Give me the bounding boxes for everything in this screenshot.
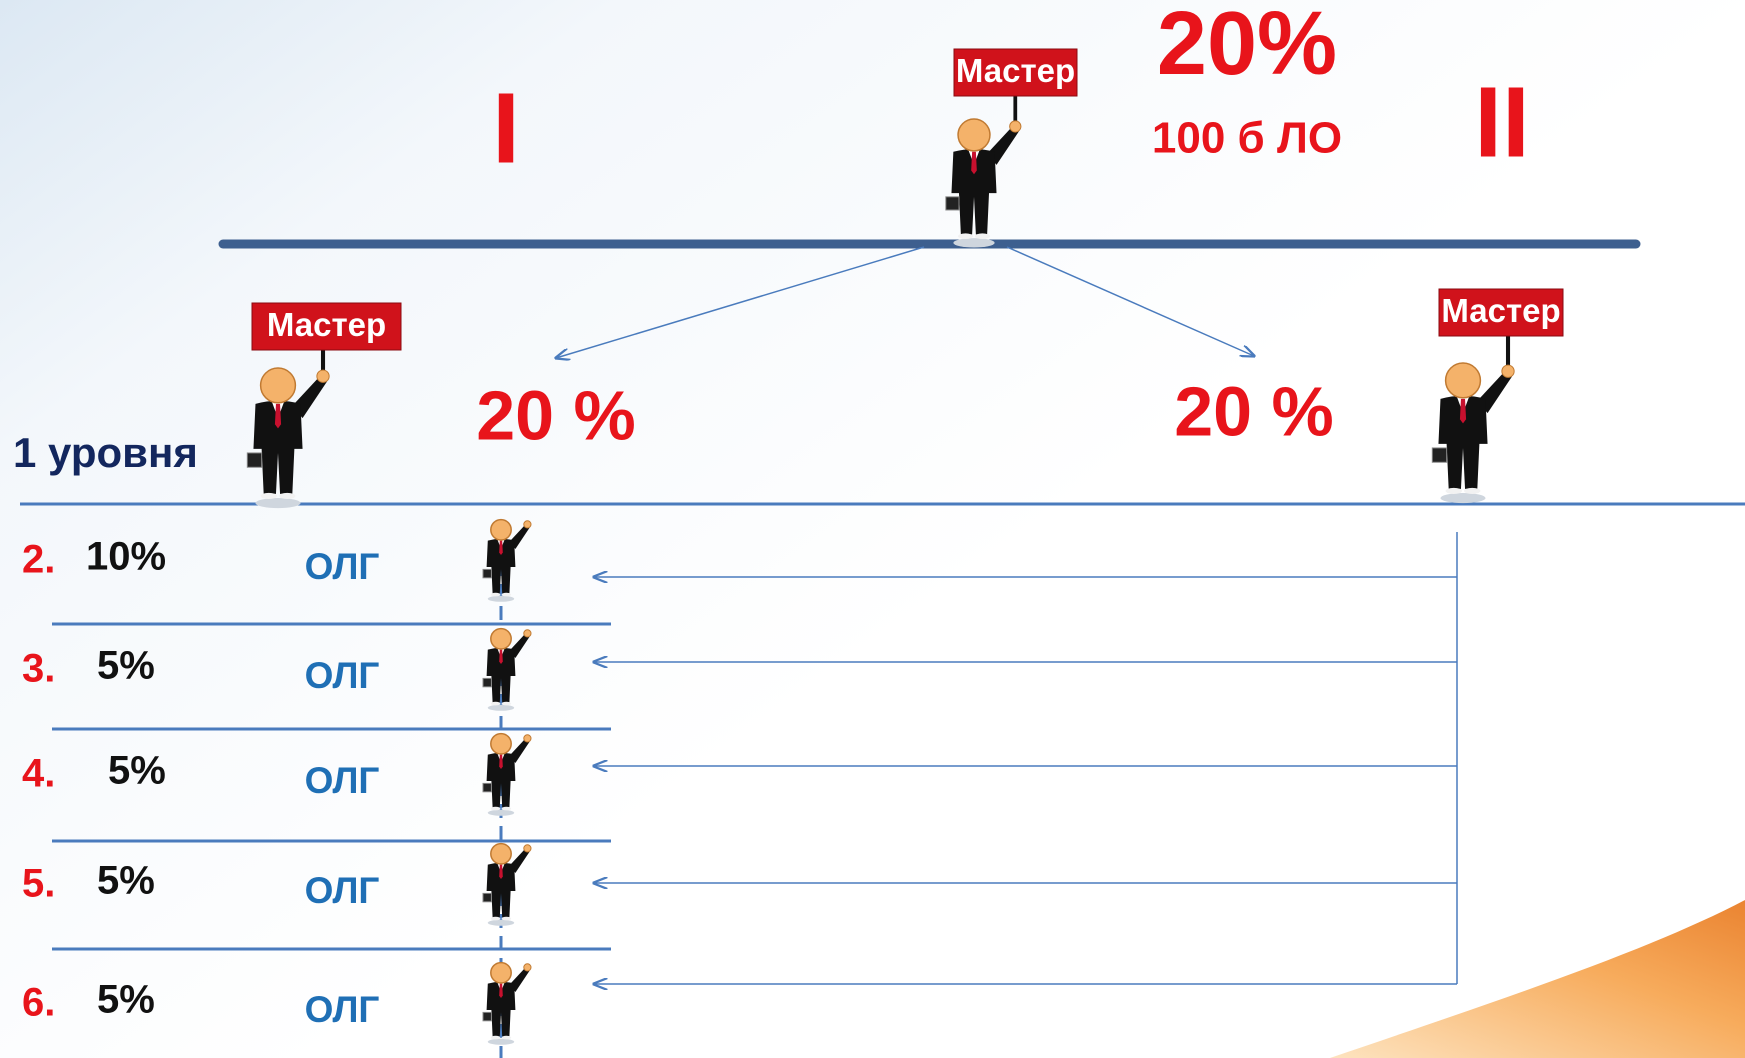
sign-text: Мастер	[1441, 292, 1560, 329]
person-shoe	[491, 917, 501, 921]
person-hand	[1010, 121, 1021, 132]
person-shoe	[502, 1036, 512, 1040]
person-shoe	[1446, 488, 1462, 494]
person-shoe	[502, 807, 512, 811]
person-hand	[524, 845, 531, 852]
row-number: 2.	[22, 538, 55, 582]
row-label: ОЛГ	[305, 546, 380, 587]
person-briefcase	[483, 1012, 491, 1020]
person-shoe	[491, 702, 501, 706]
person-shadow	[1440, 493, 1485, 503]
person-shoe	[502, 593, 512, 597]
person-briefcase	[483, 678, 491, 686]
row-number: 4.	[22, 752, 55, 796]
person-hand	[1502, 365, 1514, 377]
person-shadow	[488, 810, 514, 816]
person-head	[491, 844, 511, 864]
row-label: ОЛГ	[305, 655, 380, 696]
sign-text: Мастер	[267, 306, 386, 343]
row-number: 6.	[22, 981, 55, 1025]
person-briefcase	[1432, 448, 1446, 462]
page: {"top": {"sign": "Мастер", "percent": "2…	[0, 0, 1745, 1058]
person-tie	[499, 650, 503, 664]
row-percent: 10%	[86, 535, 166, 579]
person-head	[491, 520, 511, 540]
row-percent: 5%	[97, 859, 155, 903]
person-briefcase	[946, 197, 959, 210]
row-label: ОЛГ	[305, 870, 380, 911]
person-shadow	[488, 1039, 514, 1045]
person-head	[261, 368, 296, 403]
person-shadow	[255, 498, 300, 508]
person-tie	[1460, 399, 1466, 424]
person-tie	[971, 152, 977, 175]
branch-percent: 20 %	[476, 376, 636, 454]
person-briefcase	[483, 893, 491, 901]
top-percent: 20%	[1157, 0, 1337, 94]
person-shadow	[488, 596, 514, 602]
sign-text: Мастер	[956, 52, 1075, 89]
person-briefcase	[483, 783, 491, 791]
person-hand	[524, 630, 531, 637]
person-hand	[524, 521, 531, 528]
person-shoe	[502, 702, 512, 706]
person-shadow	[953, 238, 994, 247]
person-tie	[275, 404, 281, 429]
row-label: ОЛГ	[305, 760, 380, 801]
row-percent: 5%	[108, 749, 166, 793]
branch-label: I	[492, 72, 520, 184]
row-number: 5.	[22, 862, 55, 906]
person-shoe	[261, 493, 277, 499]
row-number: 3.	[22, 647, 55, 691]
diagram: 20% 100 б ЛО I II 20 % 20 % 1 уровня Мас…	[0, 0, 1745, 1058]
person-head	[958, 119, 990, 151]
row-label: ОЛГ	[305, 989, 380, 1030]
person-shadow	[488, 920, 514, 926]
person-shoe	[491, 593, 501, 597]
person-tie	[499, 984, 503, 998]
person-hand	[524, 735, 531, 742]
person-shoe	[1464, 488, 1480, 494]
person-tie	[499, 541, 503, 555]
person-briefcase	[483, 569, 491, 577]
person-shoe	[491, 807, 501, 811]
row-percent: 5%	[97, 978, 155, 1022]
person-hand	[524, 964, 531, 971]
top-points: 100 б ЛО	[1152, 114, 1342, 163]
person-shoe	[958, 233, 973, 239]
level-label: 1 уровня	[13, 429, 198, 476]
person-hand	[317, 370, 329, 382]
person-shoe	[975, 233, 990, 239]
branch-percent: 20 %	[1174, 372, 1334, 450]
person-head	[491, 963, 511, 983]
person-head	[491, 734, 511, 754]
person-head	[491, 629, 511, 649]
person-shoe	[491, 1036, 501, 1040]
person-shoe	[279, 493, 295, 499]
row-percent: 5%	[97, 644, 155, 688]
person-shadow	[488, 705, 514, 711]
branch-label: II	[1474, 66, 1530, 178]
person-shoe	[502, 917, 512, 921]
person-tie	[499, 755, 503, 769]
person-tie	[499, 865, 503, 879]
person-briefcase	[247, 453, 261, 467]
person-head	[1446, 363, 1481, 398]
